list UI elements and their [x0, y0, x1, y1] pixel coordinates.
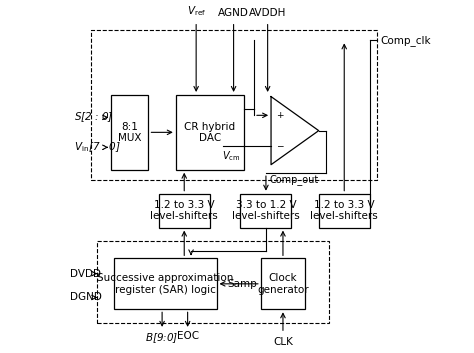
Text: AGND: AGND	[218, 8, 249, 18]
Text: Comp_clk: Comp_clk	[380, 35, 430, 46]
Text: $B$[9:0]: $B$[9:0]	[146, 331, 179, 345]
Bar	[91, 30, 376, 180]
Text: AVDDH: AVDDH	[249, 8, 286, 18]
Bar	[319, 193, 370, 228]
Text: −: −	[276, 142, 283, 150]
Text: 1.2 to 3.3 V
level-shifters: 1.2 to 3.3 V level-shifters	[150, 200, 218, 221]
Text: $V_{\rm in}$[7 : 0]: $V_{\rm in}$[7 : 0]	[73, 140, 120, 154]
Text: +: +	[276, 111, 283, 120]
Text: 8:1
MUX: 8:1 MUX	[118, 121, 142, 143]
Text: CLK: CLK	[273, 337, 293, 347]
Text: CR hybrid
DAC: CR hybrid DAC	[184, 121, 235, 143]
Text: 1.2 to 3.3 V
level-shifters: 1.2 to 3.3 V level-shifters	[310, 200, 378, 221]
Bar	[261, 258, 305, 309]
Bar	[159, 193, 210, 228]
Text: DVDD: DVDD	[70, 269, 101, 279]
Text: 3.3 to 1.2 V
level-shifters: 3.3 to 1.2 V level-shifters	[232, 200, 300, 221]
Text: $V_{\rm ref}$: $V_{\rm ref}$	[187, 5, 206, 18]
Bar	[114, 258, 217, 309]
Text: $S$[2 : 0]: $S$[2 : 0]	[73, 110, 113, 124]
Bar	[176, 95, 244, 170]
Text: Successive approximation
register (SAR) logic: Successive approximation register (SAR) …	[97, 273, 234, 295]
Bar	[98, 241, 329, 323]
Text: EOC: EOC	[177, 331, 199, 341]
Bar	[111, 95, 148, 170]
Text: DGND: DGND	[70, 292, 102, 303]
Text: Clock
generator: Clock generator	[257, 273, 309, 295]
Text: Samp: Samp	[228, 279, 257, 289]
Bar	[240, 193, 292, 228]
Text: $V_{\rm cm}$: $V_{\rm cm}$	[222, 149, 240, 163]
Text: Comp_out: Comp_out	[269, 174, 319, 185]
